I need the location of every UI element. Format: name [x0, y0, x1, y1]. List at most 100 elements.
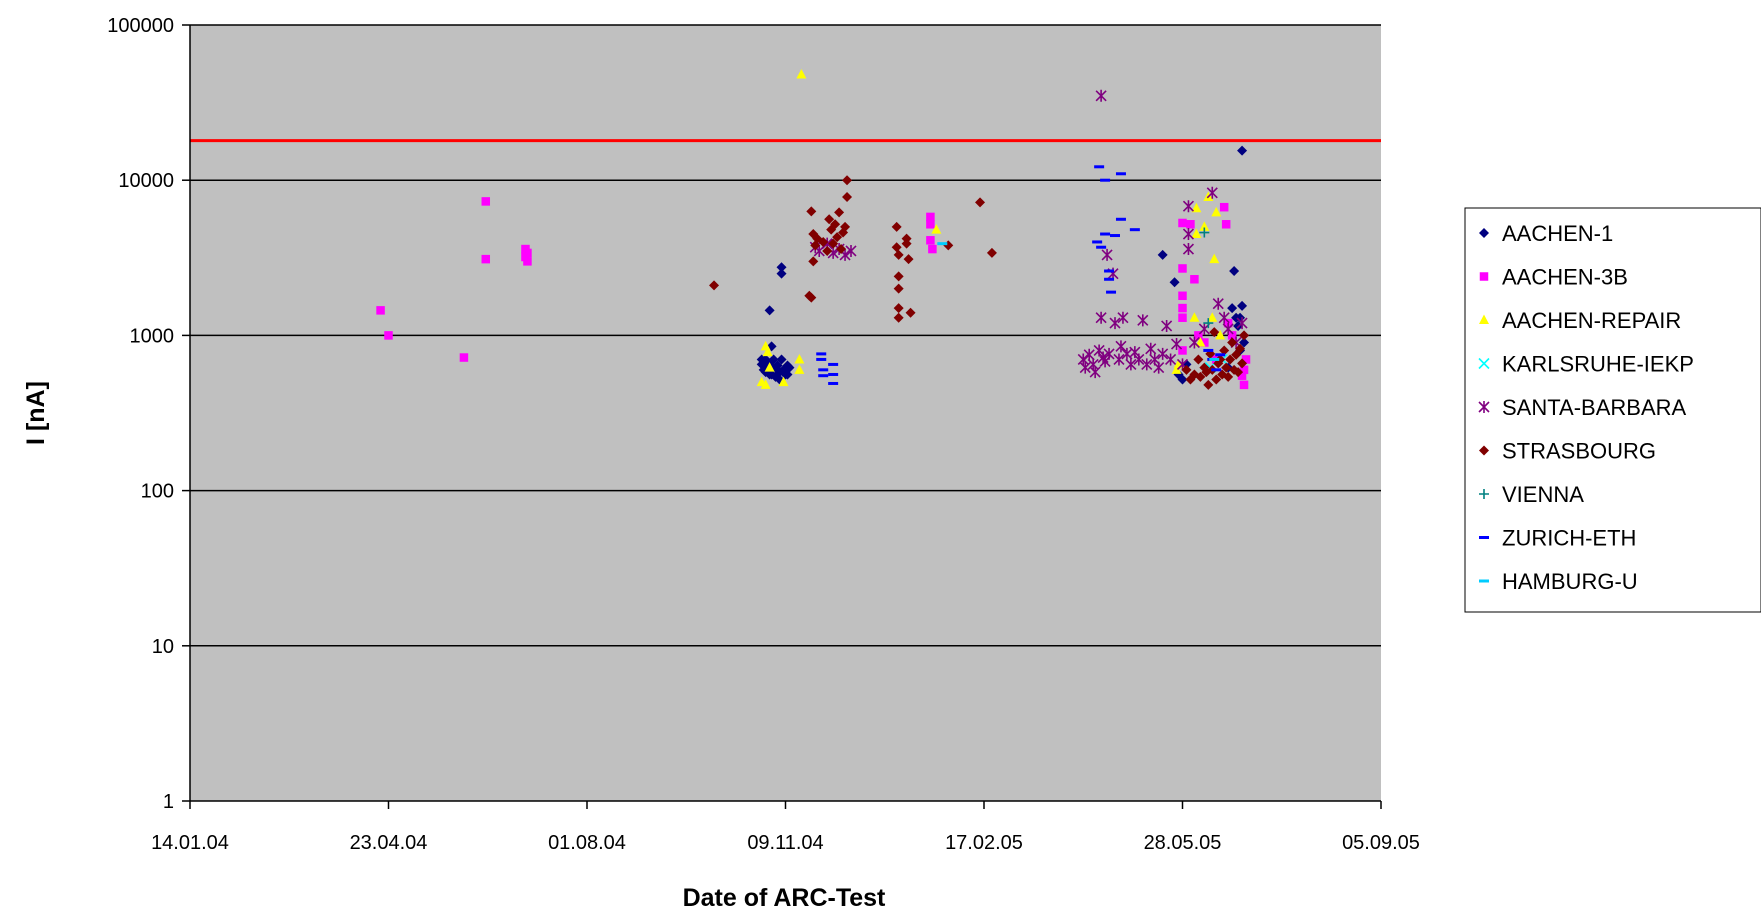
point-aachen-3b	[1227, 331, 1237, 340]
legend-label-vienna: VIENNA	[1502, 482, 1584, 507]
legend-item-aachen-1: AACHEN-1	[1479, 221, 1613, 246]
point-strasbourg	[1225, 354, 1236, 365]
point-strasbourg	[1219, 345, 1230, 356]
point-aachen-3b	[1178, 264, 1187, 273]
point-santa-barbara	[1157, 347, 1169, 360]
point-santa-barbara	[1188, 336, 1200, 349]
x-axis-ticks: 14.01.04 23.04.04 01.08.04 09.11.04 17.02.05…	[151, 801, 1420, 854]
legend-item-zurich-eth: ZURICH-ETH	[1479, 526, 1636, 551]
point-santa-barbara	[1133, 353, 1145, 366]
point-santa-barbara	[1161, 319, 1173, 332]
legend-label-hamburg-u: HAMBURG-U	[1502, 569, 1638, 594]
point-aachen-repair	[1191, 228, 1202, 239]
point-santa-barbara	[1206, 186, 1218, 199]
point-santa-barbara	[845, 244, 857, 257]
point-aachen-3b	[481, 254, 491, 264]
point-santa-barbara	[1095, 311, 1107, 324]
legend-marker-strasbourg	[1479, 445, 1489, 456]
point-aachen-repair	[778, 376, 789, 387]
point-aachen-1	[776, 354, 787, 365]
point-aachen-repair	[1211, 206, 1222, 217]
point-strasbourg	[824, 214, 835, 225]
point-strasbourg	[808, 256, 819, 267]
point-aachen-1	[768, 354, 779, 365]
point-aachen-3b	[1178, 291, 1187, 301]
legend-marker-aachen-3b	[1479, 272, 1489, 281]
point-strasbourg	[891, 242, 902, 253]
x-tick-label: 01.08.04	[548, 832, 626, 854]
point-aachen-1	[1177, 374, 1188, 385]
point-strasbourg	[834, 207, 845, 218]
point-strasbourg	[893, 303, 904, 314]
legend-label-aachen-1: AACHEN-1	[1502, 221, 1613, 246]
point-aachen-repair	[796, 68, 807, 79]
series-aachen-3b	[376, 197, 1251, 390]
series-strasbourg	[709, 175, 1250, 390]
series-hamburg-u	[937, 242, 1220, 361]
point-strasbourg	[1239, 330, 1250, 341]
point-santa-barbara	[1222, 322, 1234, 335]
legend-item-vienna: VIENNA	[1479, 482, 1584, 507]
point-aachen-3b	[926, 236, 935, 245]
point-aachen-3b	[523, 257, 532, 266]
point-santa-barbara	[1115, 340, 1127, 353]
point-santa-barbara	[1236, 317, 1248, 330]
point-aachen-1	[1237, 300, 1248, 311]
legend-items: AACHEN-1 AACHEN-3B AACHEN-REPAIR KARLSRUHE-…	[1478, 221, 1694, 594]
point-strasbourg	[1235, 343, 1246, 354]
point-aachen-3b	[928, 244, 937, 254]
point-aachen-3b	[1194, 331, 1203, 340]
point-santa-barbara	[1182, 228, 1195, 241]
legend-item-strasbourg: STRASBOURG	[1479, 439, 1656, 464]
point-santa-barbara	[1137, 314, 1149, 327]
point-santa-barbara	[1079, 361, 1091, 374]
point-aachen-3b	[1219, 202, 1229, 212]
y-tick-label: 10	[152, 636, 174, 658]
point-aachen-1	[1239, 337, 1250, 348]
point-strasbourg	[1181, 364, 1192, 375]
legend-label-karlsruhe-iekp: KARLSRUHE-IEKP	[1502, 352, 1694, 377]
point-aachen-repair	[1215, 329, 1226, 340]
point-strasbourg	[893, 283, 904, 294]
legend-item-aachen-3b: AACHEN-3B	[1479, 265, 1628, 290]
point-aachen-1	[1169, 277, 1180, 288]
point-santa-barbara	[1095, 89, 1107, 102]
point-santa-barbara	[1165, 353, 1177, 366]
point-strasbourg	[840, 221, 851, 232]
point-santa-barbara	[1170, 338, 1183, 351]
point-strasbourg	[975, 197, 986, 208]
x-axis-title: Date of ARC-Test	[683, 884, 886, 912]
point-santa-barbara	[1125, 358, 1137, 371]
point-strasbourg	[1195, 371, 1206, 382]
point-aachen-repair	[1191, 202, 1202, 213]
point-aachen-repair	[764, 362, 775, 372]
point-strasbourg	[1193, 354, 1204, 365]
point-strasbourg	[893, 271, 904, 282]
point-strasbourg	[842, 175, 853, 186]
point-aachen-repair	[762, 346, 773, 357]
point-aachen-3b	[1178, 218, 1187, 228]
point-aachen-repair	[931, 224, 942, 234]
point-aachen-repair	[1207, 312, 1218, 322]
legend-label-aachen-3b: AACHEN-3B	[1502, 265, 1628, 290]
legend-item-karlsruhe-iekp: KARLSRUHE-IEKP	[1478, 352, 1694, 377]
point-strasbourg	[1221, 362, 1232, 373]
point-aachen-3b	[1178, 313, 1187, 322]
point-santa-barbara	[1077, 353, 1089, 366]
legend-label-strasbourg: STRASBOURG	[1502, 439, 1656, 464]
legend-label-santa-barbara: SANTA-BARBARA	[1502, 395, 1687, 420]
point-aachen-1	[764, 305, 775, 316]
point-strasbourg	[891, 221, 902, 232]
legend-box	[1464, 207, 1761, 613]
point-strasbourg	[836, 244, 847, 255]
y-tick-label: 100	[141, 481, 174, 503]
point-aachen-3b	[1221, 220, 1231, 229]
point-santa-barbara	[1182, 200, 1195, 213]
legend-marker-aachen-repair	[1479, 314, 1489, 324]
point-strasbourg	[901, 238, 912, 249]
y-axis-ticks: 1 10 100 1000 10000 100000	[107, 15, 190, 813]
point-aachen-1	[1229, 265, 1240, 276]
legend-label-aachen-repair: AACHEN-REPAIR	[1502, 308, 1681, 333]
point-aachen-3b	[1190, 275, 1199, 284]
plot-area	[190, 25, 1381, 801]
